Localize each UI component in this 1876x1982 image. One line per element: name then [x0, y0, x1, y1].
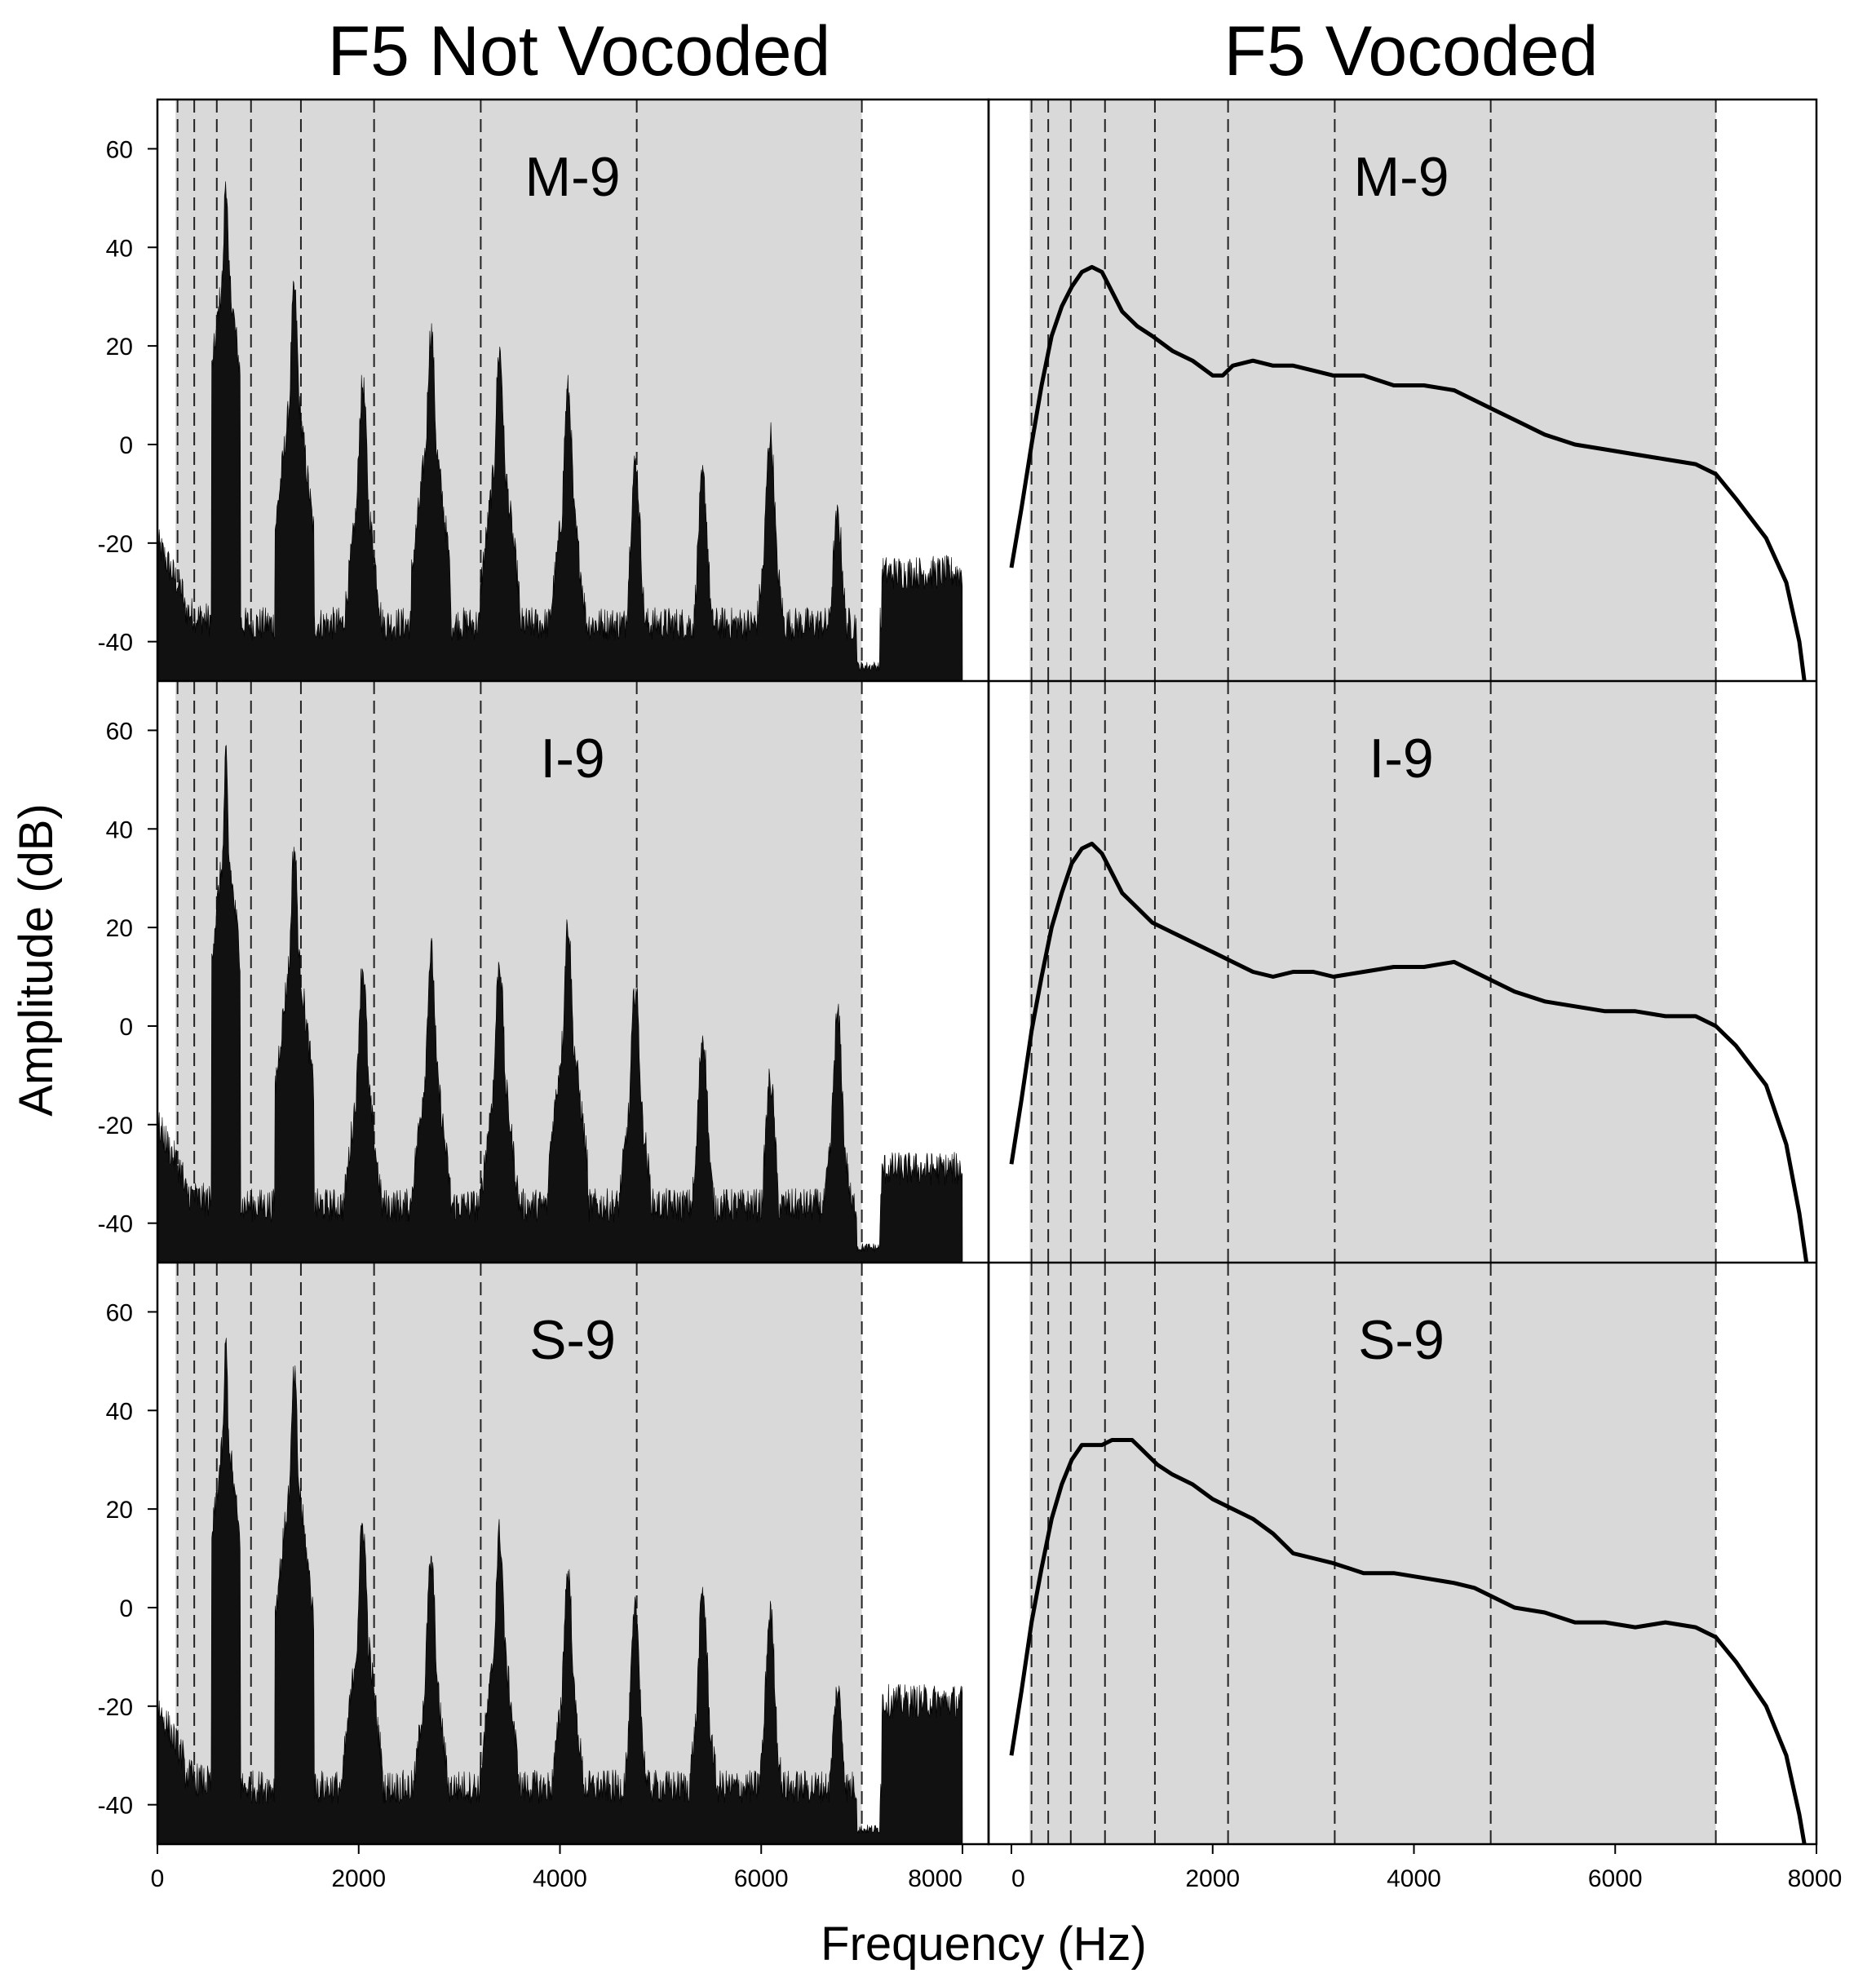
y-tick-label: 40: [106, 1398, 133, 1425]
y-tick-label: 0: [119, 1595, 133, 1622]
y-tick-label: -40: [98, 1793, 133, 1820]
x-tick-label: 0: [1011, 1865, 1025, 1892]
text-layer: F5 Not Vocoded F5 Vocoded Frequency (Hz)…: [10, 12, 1599, 1971]
panel-label: I-9: [1369, 728, 1433, 790]
x-tick-label: 6000: [734, 1865, 789, 1892]
y-tick-label: 40: [106, 235, 133, 262]
y-tick-label: 20: [106, 334, 133, 361]
y-tick-label: 20: [106, 915, 133, 942]
panel-label: M-9: [524, 146, 620, 208]
y-tick-label: 0: [119, 432, 133, 459]
y-tick-label: -40: [98, 1211, 133, 1238]
panels-layer: M-9 M-9 I-9 I-9 S-9 S-9: [157, 100, 1809, 1845]
panel-label: M-9: [1353, 146, 1449, 208]
panel-s-9-vocoded: S-9: [1009, 1263, 1807, 1845]
spectrum-fill: [157, 745, 963, 1263]
y-tick-label: 60: [106, 136, 133, 163]
y-tick-label: 40: [106, 816, 133, 843]
panel-m-9-not-vocoded: M-9: [157, 100, 963, 682]
panel-i-9-vocoded: I-9: [1009, 681, 1809, 1263]
y-tick-label: 0: [119, 1014, 133, 1041]
x-tick-label: 0: [151, 1865, 165, 1892]
spectrum-fill: [157, 181, 963, 682]
shaded-band: [1029, 100, 1716, 681]
panel-label: S-9: [1358, 1309, 1445, 1371]
y-axis-label: Amplitude (dB): [10, 803, 63, 1117]
frames-layer: -40-200204060-40-200204060-40-2002040600…: [98, 98, 1843, 1892]
spectrum-fill: [157, 1338, 963, 1845]
x-tick-label: 8000: [1788, 1865, 1843, 1892]
panel-s-9-not-vocoded: S-9: [157, 1263, 963, 1845]
plot-frame-right: [987, 98, 1818, 1846]
y-tick-label: 60: [106, 1299, 133, 1326]
x-tick-label: 6000: [1588, 1865, 1643, 1892]
y-tick-label: 20: [106, 1497, 133, 1524]
x-axis-label: Frequency (Hz): [821, 1918, 1147, 1971]
envelope-line: [1009, 264, 1807, 682]
x-tick-label: 4000: [1387, 1865, 1441, 1892]
y-tick-label: -40: [98, 630, 133, 657]
column-title-vocoded: F5 Vocoded: [1223, 12, 1598, 91]
shaded-band: [1029, 1263, 1716, 1844]
panel-label: S-9: [529, 1309, 616, 1371]
envelope-line: [1009, 841, 1809, 1263]
x-tick-label: 8000: [908, 1865, 962, 1892]
envelope-line: [1009, 1438, 1807, 1845]
y-tick-label: -20: [98, 1694, 133, 1721]
x-tick-label: 2000: [331, 1865, 386, 1892]
panel-label: I-9: [540, 728, 604, 790]
column-title-not-vocoded: F5 Not Vocoded: [328, 12, 831, 91]
y-tick-label: -20: [98, 1113, 133, 1139]
y-tick-label: 60: [106, 718, 133, 745]
x-tick-label: 4000: [533, 1865, 587, 1892]
x-tick-label: 2000: [1185, 1865, 1240, 1892]
y-tick-label: -20: [98, 531, 133, 558]
panel-i-9-not-vocoded: I-9: [157, 681, 963, 1263]
panel-m-9-vocoded: M-9: [1009, 100, 1807, 682]
